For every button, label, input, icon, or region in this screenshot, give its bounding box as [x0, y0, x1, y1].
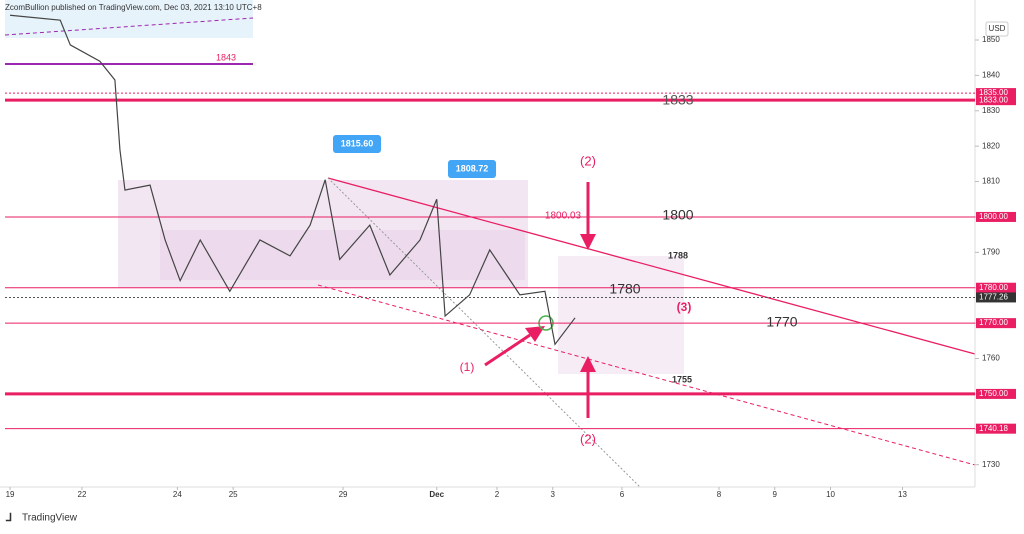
- level-tag: [976, 388, 1016, 399]
- x-tick-label: 2: [495, 490, 500, 499]
- trend-line: [327, 177, 976, 355]
- x-tick-label: 24: [173, 490, 182, 499]
- x-tick-label: 8: [717, 490, 722, 499]
- trend-line: [317, 284, 976, 466]
- level-tag: [976, 423, 1016, 434]
- annotation: (1): [460, 360, 475, 374]
- currency: USD: [989, 24, 1006, 33]
- logo: ⅃: [5, 512, 12, 524]
- level-label: 1835.00: [979, 88, 1008, 97]
- currency-box: [985, 21, 1009, 37]
- callout: [333, 135, 381, 153]
- annotation: 1800: [662, 207, 693, 223]
- y-tick-label: 1730: [982, 460, 1000, 469]
- price-axis: [975, 0, 1024, 487]
- y-tick-label: 1760: [982, 354, 1000, 363]
- level-label: 1777.26: [979, 293, 1008, 302]
- x-tick-label: 3: [551, 490, 556, 499]
- level-tag: [976, 88, 1016, 99]
- x-tick-label: 9: [773, 490, 778, 499]
- x-tick-label: 13: [898, 490, 907, 499]
- x-tick-label: 10: [826, 490, 835, 499]
- x-tick-label: 6: [620, 490, 625, 499]
- arrows: [484, 182, 596, 418]
- annotation: 1755: [672, 374, 692, 384]
- annotation: 1780: [609, 281, 640, 297]
- annotation: 1843: [216, 52, 236, 62]
- zone: [558, 256, 684, 374]
- level-label: 1800.00: [979, 212, 1008, 221]
- zone: [160, 230, 525, 280]
- level-label: 1750.00: [979, 389, 1008, 398]
- trend-line: [327, 177, 641, 488]
- level-tag: [976, 292, 1016, 303]
- y-tick-label: 1810: [982, 177, 1000, 186]
- level-tag: [976, 211, 1016, 222]
- annotation: 1788: [668, 250, 688, 260]
- x-tick-label: 19: [6, 490, 15, 499]
- y-tick-label: 1840: [982, 70, 1000, 79]
- level-label: 1740.18: [979, 424, 1008, 433]
- price-line: [9, 14, 576, 346]
- y-tick-label: 1790: [982, 247, 1000, 256]
- annotation: (2): [580, 153, 596, 168]
- annotation: (2): [580, 431, 596, 446]
- annotation: 1833: [662, 92, 693, 108]
- level-label: 1833.00: [979, 95, 1008, 104]
- level-tag: [976, 95, 1016, 106]
- x-tick-label: Dec: [429, 490, 444, 499]
- x-tick-label: 29: [339, 490, 348, 499]
- level-label: 1770.00: [979, 318, 1008, 327]
- callout-label: 1815.60: [341, 138, 374, 148]
- y-tick-label: 1850: [982, 35, 1000, 44]
- y-tick-label: 1830: [982, 106, 1000, 115]
- annotation: 1770: [766, 314, 797, 330]
- footer: TradingView: [22, 513, 78, 524]
- level-tag: [976, 282, 1016, 293]
- annotation: 1800.03: [545, 211, 582, 222]
- level-label: 1780.00: [979, 283, 1008, 292]
- level-tag: [976, 318, 1016, 329]
- y-tick-label: 1820: [982, 141, 1000, 150]
- header: ZcomBullion published on TradingView.com…: [5, 3, 262, 12]
- annotation: (3): [677, 300, 692, 314]
- callout: [448, 160, 496, 178]
- callout-label: 1808.72: [456, 163, 489, 173]
- x-tick-label: 25: [229, 490, 238, 499]
- x-tick-label: 22: [78, 490, 87, 499]
